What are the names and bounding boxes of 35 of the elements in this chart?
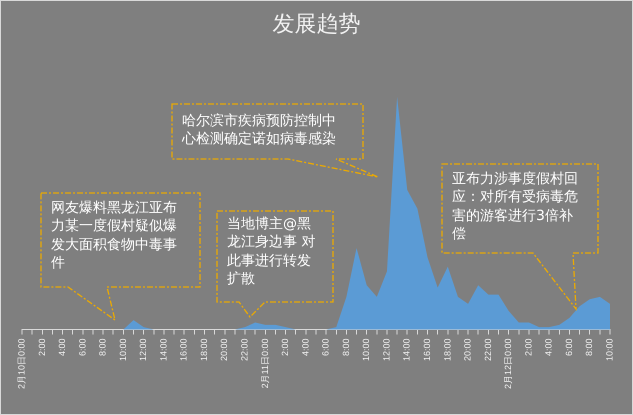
x-tick-label: 14:00 [158,338,168,361]
x-tick-label: 10:00 [361,338,372,361]
x-tick-label: 2月11日0:00 [260,338,270,388]
x-tick-label: 2月10日0:00 [16,338,26,390]
x-tick-label: 8:00 [584,338,594,356]
x-tick-label: 4:00 [57,338,68,356]
x-tick-label: 14:00 [402,338,412,361]
x-tick-label: 2月12日0:00 [503,338,514,390]
x-tick-label: 20:00 [462,338,473,361]
x-tick-label: 4:00 [300,338,310,356]
annotation: 亚布力涉事度假村回应：对所有受病毒危害的游客进行3倍补偿 [452,170,579,244]
x-tick-label: 10:00 [604,338,614,361]
x-tick-label: 16:00 [178,338,189,361]
x-tick-label: 20:00 [219,338,230,361]
x-tick-label: 8:00 [340,338,351,356]
x-tick-label: 16:00 [422,338,432,361]
x-tick-label: 4:00 [544,338,554,356]
x-tick-label: 12:00 [381,338,392,361]
x-tick-label: 10:00 [118,338,128,361]
x-tick-label: 2:00 [36,338,47,356]
x-tick-label: 22:00 [240,338,250,361]
x-tick-label: 6:00 [320,338,331,356]
x-tick-label: 6:00 [564,338,574,356]
x-tick-label: 2:00 [280,338,290,356]
chart-title: 发展趋势 [272,11,362,39]
annotation: 哈尔滨市疾病预防控制中心检测确定诺如病毒感染 [182,112,337,149]
x-tick-label: 2:00 [523,338,534,356]
x-tick-label: 12:00 [138,338,148,361]
x-tick-label: 22:00 [482,338,493,361]
x-tick-label: 6:00 [77,338,88,356]
x-tick-label: 18:00 [198,338,209,361]
x-tick-label: 8:00 [98,338,108,356]
annotation: 当地博主@黑龙江身边事 对此事进行转发扩散 [227,215,316,288]
annotation: 网友爆料黑龙江亚布力某一度假村疑似爆发大面积食物中毒事件 [51,199,178,272]
x-tick-label: 18:00 [442,338,452,361]
